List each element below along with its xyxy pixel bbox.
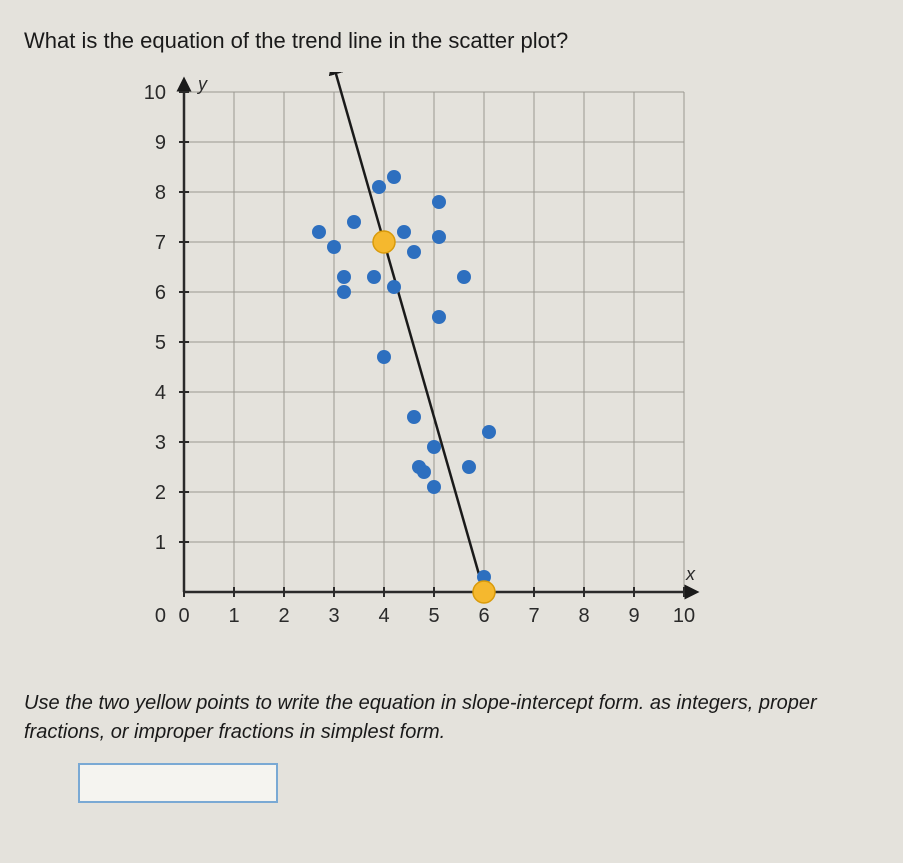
svg-text:7: 7 (528, 605, 539, 627)
svg-text:10: 10 (144, 82, 166, 104)
svg-text:6: 6 (478, 605, 489, 627)
svg-text:2: 2 (155, 482, 166, 504)
svg-text:x: x (685, 564, 696, 584)
svg-text:4: 4 (378, 605, 389, 627)
svg-text:9: 9 (628, 605, 639, 627)
svg-text:2: 2 (278, 605, 289, 627)
svg-text:4: 4 (155, 382, 166, 404)
svg-text:8: 8 (578, 605, 589, 627)
scatter-plot-container: 0 1 2 3 4 5 6 7 8 9 10 1 2 3 4 5 6 7 8 9 10 0 y x (114, 72, 879, 667)
svg-text:10: 10 (673, 605, 695, 627)
svg-text:0: 0 (155, 605, 166, 627)
scatter-plot: 0 1 2 3 4 5 6 7 8 9 10 1 2 3 4 5 6 7 8 9 10 0 y x (114, 72, 704, 662)
svg-text:1: 1 (155, 532, 166, 554)
svg-text:5: 5 (428, 605, 439, 627)
svg-text:8: 8 (155, 182, 166, 204)
svg-text:3: 3 (328, 605, 339, 627)
svg-text:9: 9 (155, 132, 166, 154)
svg-text:6: 6 (155, 282, 166, 304)
question-text: What is the equation of the trend line i… (24, 28, 879, 54)
svg-text:0: 0 (178, 605, 189, 627)
svg-text:3: 3 (155, 432, 166, 454)
svg-text:y: y (196, 74, 208, 94)
instructions-text: Use the two yellow points to write the e… (24, 689, 879, 747)
svg-text:5: 5 (155, 332, 166, 354)
svg-text:1: 1 (228, 605, 239, 627)
svg-text:7: 7 (155, 232, 166, 254)
answer-input-box[interactable] (78, 763, 278, 803)
